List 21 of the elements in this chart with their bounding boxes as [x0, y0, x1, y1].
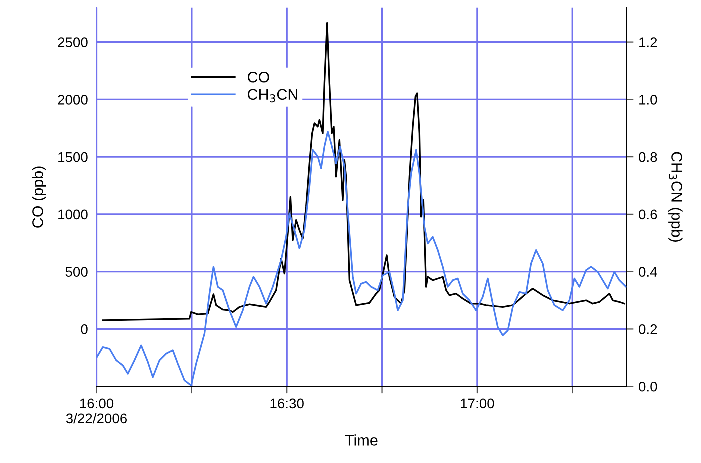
y2-tick-label: 0.8 [639, 152, 658, 162]
legend-label: CO [248, 72, 270, 83]
y-tick-label: 1500 [58, 152, 88, 162]
y2-axis-title: CH$_{3}$CN (ppb) [668, 152, 683, 242]
y-axis-title: CO (ppb) [32, 166, 46, 228]
y-tick-label: 0 [81, 324, 88, 334]
y2-tick-label: 0.4 [639, 267, 658, 278]
y2-tick-label: 0.0 [639, 382, 658, 392]
x-axis-title: Time [345, 434, 378, 446]
y-tick-label: 1000 [58, 210, 88, 220]
y-tick-label: 2500 [58, 38, 88, 48]
y2-tick-label: 1.0 [640, 95, 658, 105]
legend-label: CH$_{3}$CN [248, 89, 298, 103]
y2-tick-label: 0.6 [639, 210, 658, 220]
y2-tick-label: 0.2 [639, 324, 658, 334]
x-tick-label: 16:30 [270, 398, 304, 409]
y2-tick-label: 1.2 [640, 38, 658, 48]
y-tick-label: 500 [66, 267, 88, 278]
y-tick-label: 2000 [58, 95, 88, 105]
x-tick-label: 17:00 [461, 398, 494, 409]
x-tick-label: 16:00 3/22/2006 [66, 398, 128, 424]
